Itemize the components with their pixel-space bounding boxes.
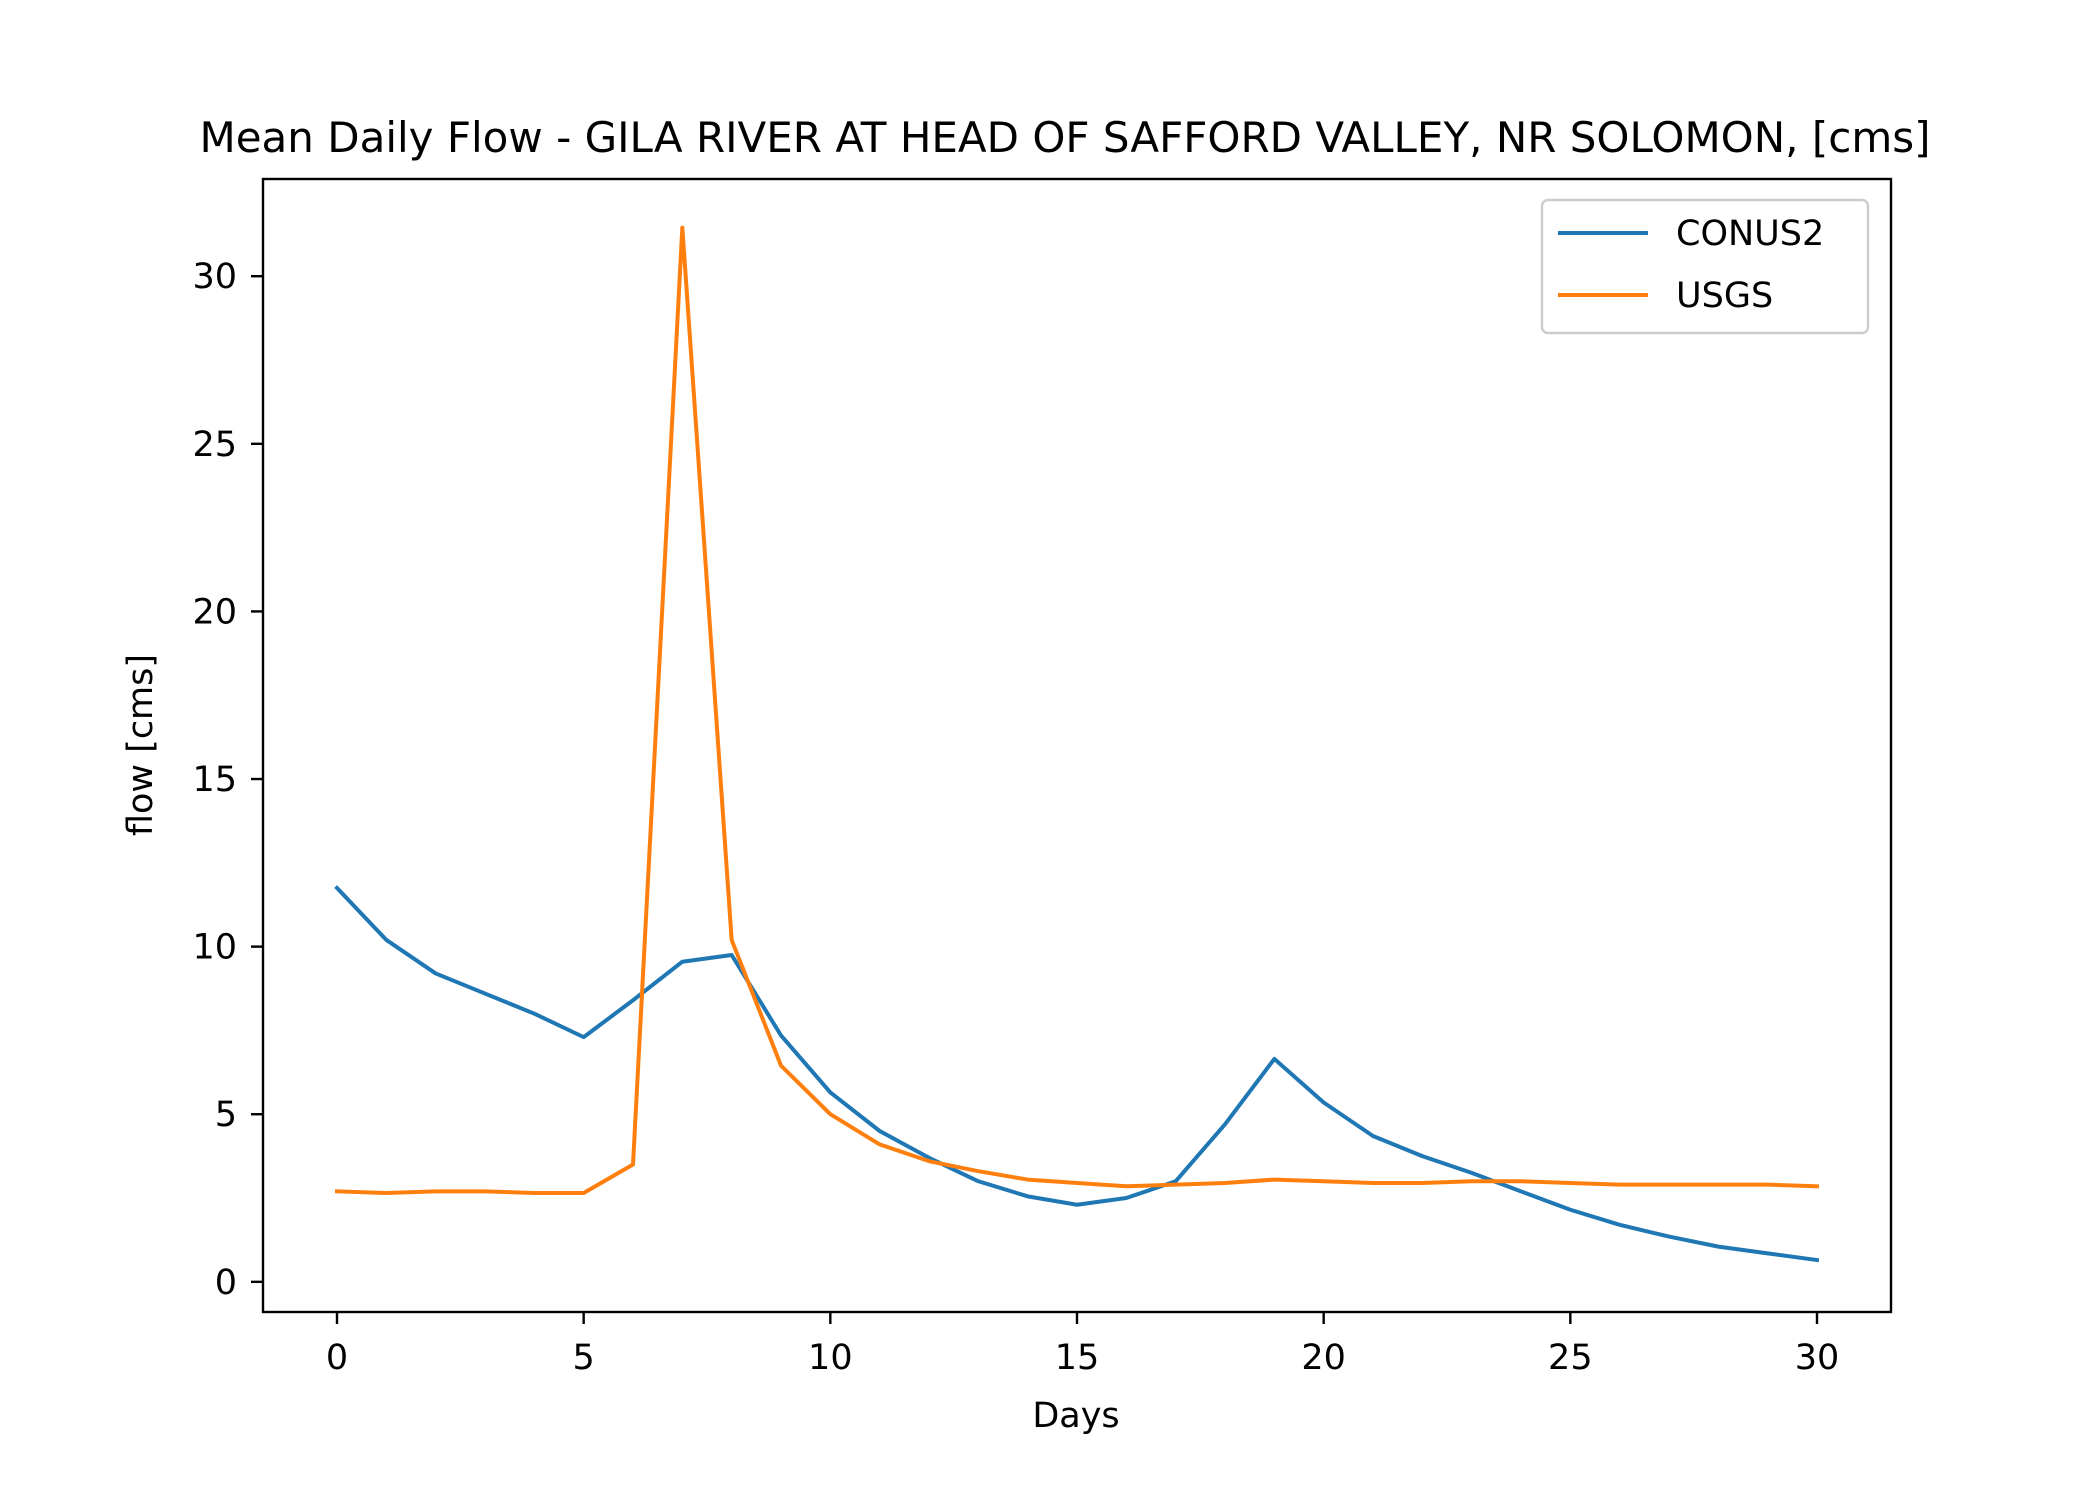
y-tick-label: 0 xyxy=(215,1263,237,1303)
legend-label-usgs: USGS xyxy=(1676,276,1773,316)
chart-title: Mean Daily Flow - GILA RIVER AT HEAD OF … xyxy=(199,113,1930,162)
y-tick-label: 25 xyxy=(192,425,237,465)
y-tick-label: 5 xyxy=(215,1095,237,1135)
x-axis-ticks: 0 5 10 15 20 25 30 xyxy=(326,1312,1839,1378)
y-tick-label: 15 xyxy=(192,760,237,800)
x-tick-label: 20 xyxy=(1301,1338,1346,1378)
y-tick-label: 30 xyxy=(192,257,237,297)
legend-label-conus2: CONUS2 xyxy=(1676,214,1824,254)
x-tick-label: 15 xyxy=(1055,1338,1100,1378)
y-tick-label: 10 xyxy=(192,928,237,968)
x-tick-label: 5 xyxy=(573,1338,595,1378)
legend: CONUS2 USGS xyxy=(1540,198,1870,335)
x-tick-label: 30 xyxy=(1795,1338,1840,1378)
y-axis-ticks: 0 5 10 15 20 25 30 xyxy=(192,257,263,1303)
x-tick-label: 0 xyxy=(326,1338,348,1378)
y-axis-label: flow [cms] xyxy=(121,654,161,836)
plot-series xyxy=(334,225,1820,1263)
x-tick-label: 25 xyxy=(1548,1338,1593,1378)
x-tick-label: 10 xyxy=(808,1338,853,1378)
x-axis-label: Days xyxy=(1032,1396,1119,1436)
series-line-conus2 xyxy=(334,885,1820,1263)
y-tick-label: 20 xyxy=(192,592,237,632)
series-line-usgs xyxy=(334,225,1820,1195)
